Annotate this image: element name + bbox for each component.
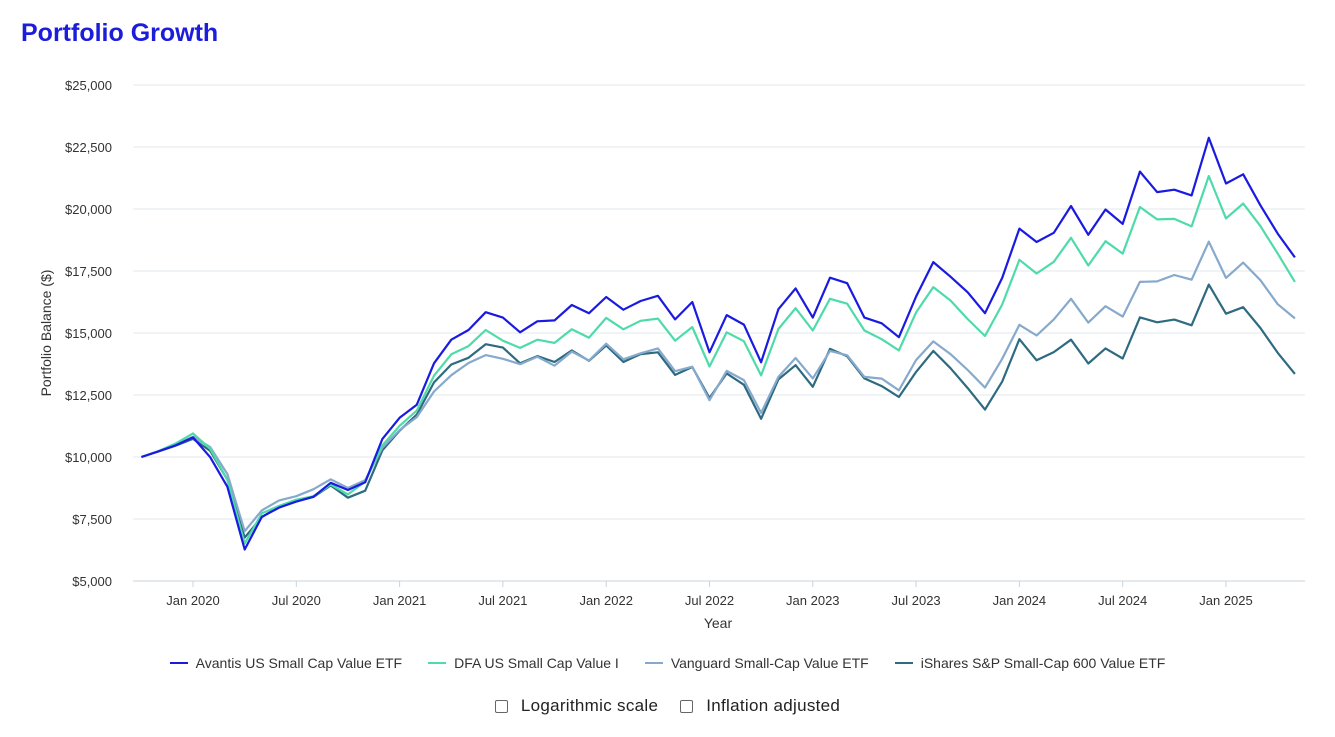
series-line-4	[141, 283, 1296, 539]
x-tick-label: Jan 2025	[1199, 593, 1253, 608]
legend-item-3[interactable]: Vanguard Small-Cap Value ETF	[644, 655, 869, 671]
logarithmic-scale-checkbox[interactable]	[494, 699, 508, 713]
x-tick-label: Jan 2024	[993, 593, 1047, 608]
x-tick-label: Jul 2024	[1098, 593, 1147, 608]
chart-legend: Avantis US Small Cap Value ETF DFA US Sma…	[0, 652, 1335, 674]
legend-swatch	[644, 662, 663, 664]
x-tick-label: Jul 2020	[272, 593, 321, 608]
legend-swatch	[894, 662, 913, 664]
y-tick-label: $7,500	[72, 512, 112, 527]
portfolio-growth-chart: $5,000 $7,500 $10,000 $12,500 $15,000 $17,500…	[38, 78, 1305, 631]
chart-options: Logarithmic scale Inflation adjusted	[0, 696, 1335, 716]
y-axis-label: Portfolio Balance ($)	[38, 270, 54, 397]
grid-layer	[133, 84, 1305, 582]
y-tick-label: $17,500	[65, 264, 112, 279]
page-title: Portfolio Growth	[21, 19, 219, 47]
series-line-2	[141, 174, 1296, 545]
y-tick-label: $12,500	[65, 388, 112, 403]
legend-item-1[interactable]: Avantis US Small Cap Value ETF	[169, 655, 403, 671]
logarithmic-scale-option[interactable]: Logarithmic scale	[494, 696, 659, 716]
axis-layer: $5,000 $7,500 $10,000 $12,500 $15,000 $17,500…	[65, 78, 1253, 608]
y-tick-label: $15,000	[65, 326, 112, 341]
series-line-1	[141, 136, 1296, 551]
logarithmic-scale-label: Logarithmic scale	[520, 696, 659, 715]
inflation-adjusted-label: Inflation adjusted	[706, 696, 841, 715]
series-layer	[141, 136, 1296, 551]
x-tick-label: Jan 2021	[373, 593, 427, 608]
inflation-adjusted-checkbox[interactable]	[680, 699, 694, 713]
legend-swatch	[428, 662, 447, 664]
y-tick-label: $5,000	[72, 574, 112, 589]
inflation-adjusted-option[interactable]: Inflation adjusted	[680, 696, 840, 716]
legend-swatch	[169, 662, 188, 664]
y-tick-label: $25,000	[65, 78, 112, 93]
legend-label: iShares S&P Small-Cap 600 Value ETF	[920, 655, 1166, 671]
legend-label: Vanguard Small-Cap Value ETF	[670, 655, 869, 671]
x-tick-label: Jan 2022	[579, 593, 633, 608]
x-tick-label: Jul 2023	[892, 593, 941, 608]
x-tick-label: Jul 2022	[685, 593, 734, 608]
x-tick-label: Jan 2020	[166, 593, 220, 608]
legend-label: Avantis US Small Cap Value ETF	[195, 655, 403, 671]
series-line-3	[141, 240, 1296, 533]
x-tick-label: Jul 2021	[478, 593, 527, 608]
y-tick-label: $22,500	[65, 140, 112, 155]
legend-item-2[interactable]: DFA US Small Cap Value I	[428, 655, 619, 671]
legend-label: DFA US Small Cap Value I	[454, 655, 619, 671]
x-axis-label: Year	[704, 615, 733, 631]
x-tick-label: Jan 2023	[786, 593, 840, 608]
y-tick-label: $10,000	[65, 450, 112, 465]
legend-item-4[interactable]: iShares S&P Small-Cap 600 Value ETF	[894, 655, 1166, 671]
y-tick-label: $20,000	[65, 202, 112, 217]
